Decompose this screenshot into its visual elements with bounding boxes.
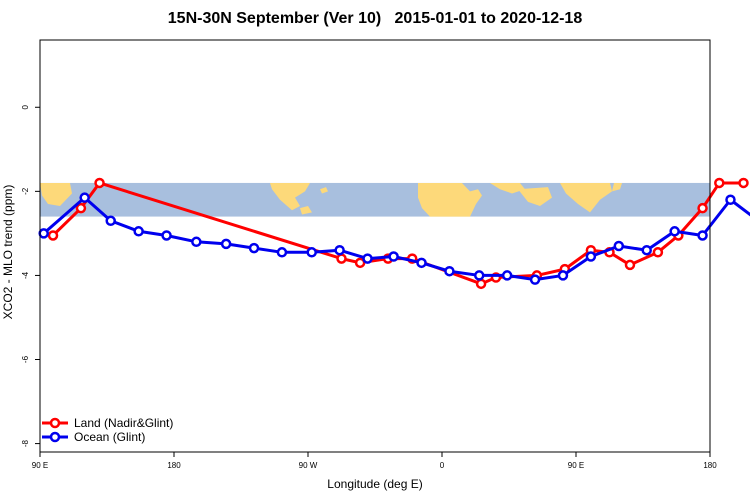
data-point-ocean [220, 238, 232, 250]
data-point-ocean [473, 270, 485, 281]
data-point-land [738, 177, 749, 189]
series-layer [38, 177, 750, 290]
y-tick-label: -4 [21, 271, 30, 279]
data-point-land [652, 247, 664, 258]
data-point-ocean [334, 244, 345, 256]
y-tick-label: -6 [21, 355, 30, 363]
data-point-ocean [133, 226, 144, 237]
world-map-band [40, 182, 710, 217]
map-land-7 [560, 182, 612, 213]
legend-label-land: Land (Nadir&Glint) [74, 416, 173, 430]
data-point-land [336, 253, 347, 264]
legend-marker-ocean [49, 431, 61, 443]
x-tick-label: 90 E [568, 461, 584, 470]
data-point-ocean [585, 251, 597, 262]
legend-label-ocean: Ocean (Glint) [74, 430, 145, 444]
data-point-ocean [276, 247, 288, 258]
map-land-8 [612, 182, 622, 192]
map-land-4 [418, 182, 482, 217]
x-tick-label: 0 [440, 461, 445, 470]
data-point-land [697, 202, 708, 214]
x-tick-label: 180 [167, 461, 181, 470]
plot-frame [39, 39, 711, 453]
data-point-land [47, 230, 59, 241]
legend: Land (Nadir&Glint)Ocean (Glint) [42, 416, 173, 444]
legend-marker-land [49, 417, 61, 429]
data-point-ocean [557, 270, 569, 281]
data-point-ocean [613, 240, 625, 252]
data-point-ocean [416, 257, 427, 269]
x-tick-label: 90 E [32, 461, 48, 470]
axes: 90 E 180 90 W 0 90 E 180 0 -2 -4 -6 -8 [21, 39, 717, 470]
chart-title: 15N-30N September (Ver 10) 2015-01-01 to… [167, 10, 583, 27]
data-point-ocean [79, 192, 90, 203]
data-point-land [354, 257, 366, 269]
data-point-land [94, 177, 105, 189]
map-land-2 [300, 206, 312, 215]
x-tick-label: 90 W [299, 461, 318, 470]
y-tick-label: -8 [21, 439, 30, 447]
data-point-ocean [697, 230, 708, 241]
map-land-6 [518, 187, 552, 207]
data-point-ocean [725, 194, 736, 206]
data-point-ocean [248, 242, 260, 254]
x-tick-label: 180 [703, 461, 717, 470]
y-axis-title: XCO2 - MLO trend (ppm) [1, 185, 15, 320]
data-point-ocean [38, 228, 49, 239]
map-land-5 [490, 182, 525, 194]
data-point-ocean [388, 251, 399, 262]
map-land-1 [270, 182, 310, 211]
data-point-land [624, 259, 636, 271]
data-point-ocean [191, 236, 202, 248]
map-land-3 [320, 187, 328, 194]
data-point-ocean [641, 244, 652, 256]
data-point-land [475, 278, 487, 290]
data-point-ocean [105, 215, 116, 227]
map-land-0 [40, 182, 72, 207]
data-point-ocean [444, 265, 455, 277]
data-point-ocean [529, 274, 541, 285]
data-point-ocean [161, 230, 172, 241]
data-point-ocean [501, 270, 513, 281]
data-point-ocean [362, 253, 373, 264]
data-point-ocean [669, 226, 680, 237]
data-point-ocean [306, 247, 317, 258]
series-line-ocean [42, 196, 750, 282]
y-tick-label: -2 [21, 187, 30, 195]
data-point-land [714, 177, 725, 189]
data-point-land [75, 202, 87, 214]
y-tick-label: 0 [21, 104, 30, 109]
x-axis-title: Longitude (deg E) [327, 477, 422, 491]
